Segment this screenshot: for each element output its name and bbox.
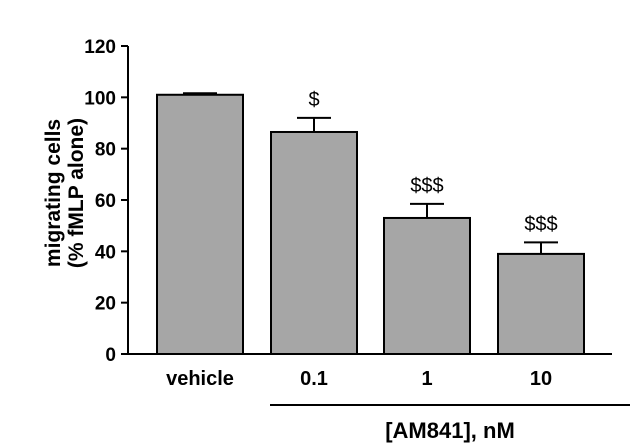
bar-0.1 <box>270 130 358 355</box>
bar-vehicle <box>156 93 244 356</box>
bars: $$$$$$$ <box>156 89 585 356</box>
bar-10 <box>497 252 585 355</box>
significance-label-1: $ <box>308 89 319 111</box>
y-tick-label-0: 0 <box>105 345 116 366</box>
bar-1 <box>383 216 471 355</box>
x-axis-label: [AM841], nM <box>385 418 515 443</box>
significance-label-3: $$$ <box>524 213 557 235</box>
y-tick-label-5: 100 <box>84 88 116 109</box>
x-tick-label-0: vehicle <box>166 368 234 390</box>
y-tick-label-6: 120 <box>84 37 116 58</box>
y-tick-label-3: 60 <box>95 191 116 212</box>
x-axis: vehicle 0.1 1 10 <box>128 353 612 390</box>
x-tick-label-2: 1 <box>421 368 432 390</box>
y-axis-label-line1: migrating cells <box>42 119 65 267</box>
y-tick-label-2: 40 <box>95 242 116 263</box>
y-tick-label-4: 80 <box>95 140 116 161</box>
significance-label-2: $$$ <box>410 175 443 197</box>
y-axis: 0 20 40 60 80 100 120 <box>84 37 129 366</box>
y-tick-label-1: 20 <box>95 294 116 315</box>
x-tick-label-3: 10 <box>530 368 552 390</box>
x-tick-label-1: 0.1 <box>300 368 328 390</box>
y-axis-label-line2: (% fMLP alone) <box>65 118 88 268</box>
